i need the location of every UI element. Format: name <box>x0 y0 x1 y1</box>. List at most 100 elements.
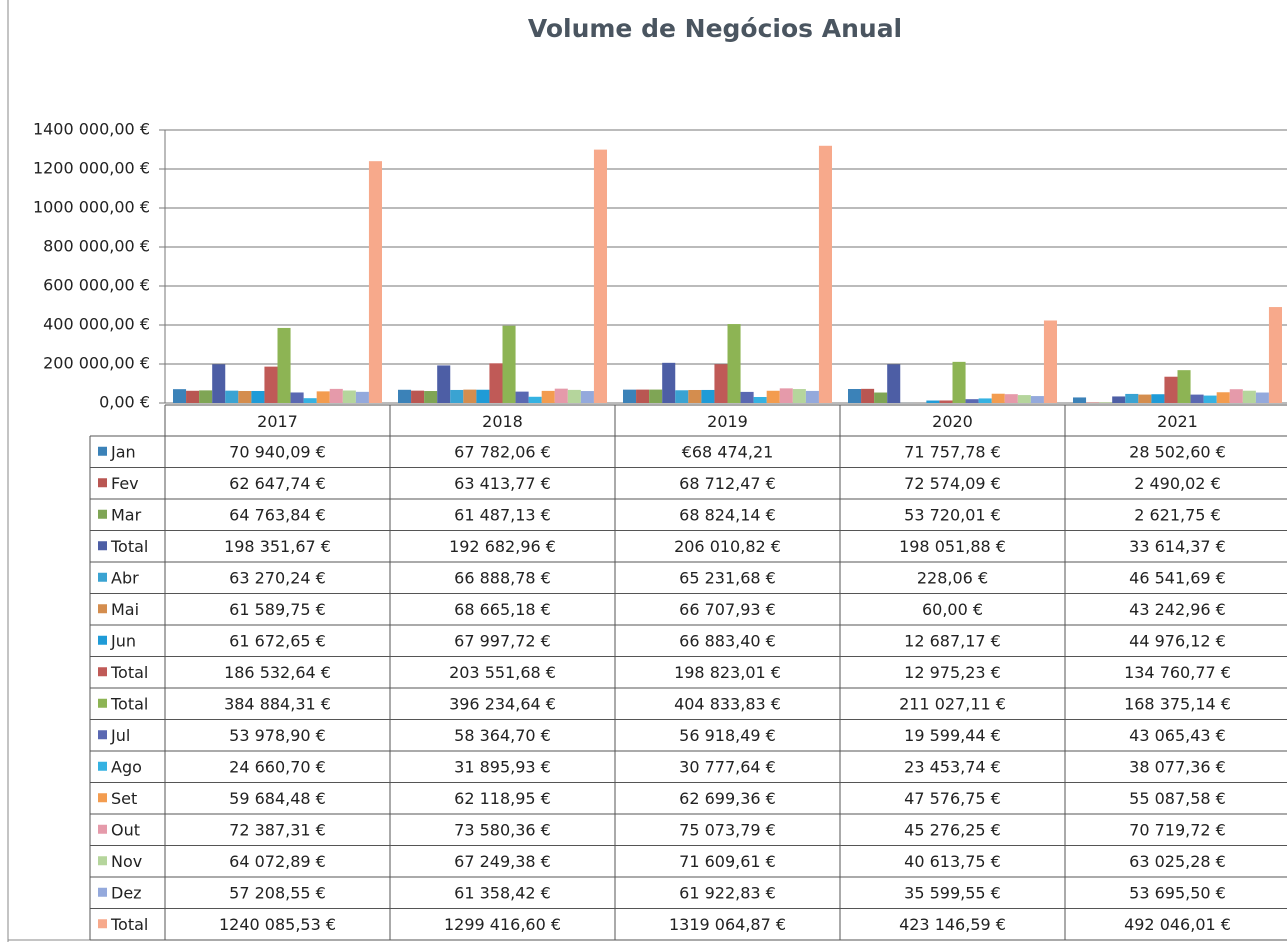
bar <box>1030 396 1044 403</box>
bar <box>186 390 200 403</box>
bar <box>978 398 992 403</box>
table-cell: 59 684,48 € <box>229 789 326 808</box>
table-cell: 12 975,23 € <box>904 663 1001 682</box>
table-cell: 64 763,84 € <box>229 505 326 524</box>
bar <box>528 396 542 403</box>
bar <box>1242 390 1256 403</box>
table-cell: 186 532,64 € <box>224 663 331 682</box>
x-tick-label: 2020 <box>932 412 973 431</box>
table-cell: 68 712,47 € <box>679 474 776 493</box>
table-cell: 23 453,74 € <box>904 757 1001 776</box>
bar <box>238 390 252 403</box>
bar <box>264 366 278 403</box>
legend-swatch <box>98 824 107 834</box>
legend-swatch <box>98 604 107 614</box>
bar <box>199 390 213 403</box>
bar <box>1138 394 1152 403</box>
bar <box>1151 394 1165 403</box>
bar <box>623 389 637 403</box>
table-cell: 24 660,70 € <box>229 757 326 776</box>
legend-label: Ago <box>111 757 142 776</box>
x-tick-label: 2017 <box>257 412 298 431</box>
bar <box>411 390 425 403</box>
legend-label: Total <box>110 915 148 934</box>
legend-label: Out <box>111 820 140 839</box>
legend-label: Set <box>111 789 137 808</box>
bar <box>1004 394 1018 403</box>
bar <box>636 389 650 403</box>
table-cell: 53 978,90 € <box>229 726 326 745</box>
table-cell: 19 599,44 € <box>904 726 1001 745</box>
bar <box>212 364 226 403</box>
legend-swatch <box>98 478 107 488</box>
table-cell: 47 576,75 € <box>904 789 1001 808</box>
legend-label: Jan <box>110 442 136 461</box>
table-cell: 70 719,72 € <box>1129 820 1226 839</box>
table-cell: 61 358,42 € <box>454 883 551 902</box>
bar <box>792 389 806 403</box>
table-cell: 1240 085,53 € <box>219 915 336 934</box>
bar <box>277 327 291 403</box>
bar <box>476 389 490 403</box>
table-cell: 68 824,14 € <box>679 505 776 524</box>
bar <box>727 324 741 403</box>
legend-swatch <box>98 919 107 929</box>
bar <box>251 390 265 403</box>
table-cell: 45 276,25 € <box>904 820 1001 839</box>
bar <box>502 325 516 403</box>
table-cell: 63 270,24 € <box>229 568 326 587</box>
x-tick-label: 2018 <box>482 412 523 431</box>
table-cell: 492 046,01 € <box>1124 915 1231 934</box>
table-cell: 67 997,72 € <box>454 631 551 650</box>
y-tick-label: 600 000,00 € <box>43 276 150 295</box>
bar <box>779 388 793 403</box>
bar <box>952 361 966 403</box>
bar <box>861 388 875 403</box>
bar <box>887 364 901 403</box>
bar <box>766 390 780 403</box>
x-tick-label: 2019 <box>707 412 748 431</box>
legend-label: Fev <box>111 474 139 493</box>
table-cell: 67 782,06 € <box>454 442 551 461</box>
table-cell: 72 574,09 € <box>904 474 1001 493</box>
table-cell: 68 665,18 € <box>454 600 551 619</box>
y-tick-label: 1400 000,00 € <box>33 120 150 139</box>
table-cell: 1319 064,87 € <box>669 915 786 934</box>
bar <box>926 400 940 403</box>
legend-swatch <box>98 572 107 582</box>
legend-label: Total <box>110 694 148 713</box>
table-cell: 396 234,64 € <box>449 694 556 713</box>
table-cell: 203 551,68 € <box>449 663 556 682</box>
legend-swatch <box>98 541 107 551</box>
table-cell: 66 707,93 € <box>679 600 776 619</box>
table-cell: 198 051,88 € <box>899 537 1006 556</box>
bar <box>424 391 438 403</box>
legend-label: Abr <box>111 568 139 587</box>
bar <box>290 392 304 403</box>
legend-swatch <box>98 635 107 645</box>
bar <box>515 391 529 403</box>
table-cell: 28 502,60 € <box>1129 442 1226 461</box>
bar <box>1112 396 1126 403</box>
table-cell: 43 242,96 € <box>1129 600 1226 619</box>
table-cell: 71 757,78 € <box>904 442 1001 461</box>
bar <box>688 389 702 403</box>
bar <box>303 398 317 403</box>
bar <box>805 390 819 403</box>
table-cell: 40 613,75 € <box>904 852 1001 871</box>
table-cell: 62 647,74 € <box>229 474 326 493</box>
legend-swatch <box>98 887 107 897</box>
table-cell: 404 833,83 € <box>674 694 781 713</box>
legend-label: Mar <box>111 505 142 524</box>
bar <box>1017 395 1031 403</box>
bar <box>965 399 979 403</box>
table-cell: 55 087,58 € <box>1129 789 1226 808</box>
bar <box>818 145 832 403</box>
bar <box>450 389 464 403</box>
table-cell: 63 025,28 € <box>1129 852 1226 871</box>
table-cell: 63 413,77 € <box>454 474 551 493</box>
bar <box>649 389 663 403</box>
bar <box>740 391 754 403</box>
bar <box>173 389 187 403</box>
bar <box>437 365 451 403</box>
